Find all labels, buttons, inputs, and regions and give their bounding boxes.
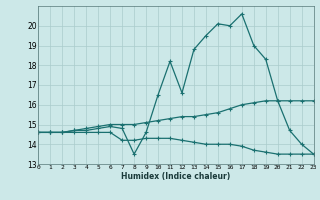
X-axis label: Humidex (Indice chaleur): Humidex (Indice chaleur) (121, 172, 231, 181)
